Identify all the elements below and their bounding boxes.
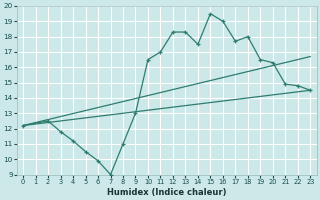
X-axis label: Humidex (Indice chaleur): Humidex (Indice chaleur): [107, 188, 227, 197]
